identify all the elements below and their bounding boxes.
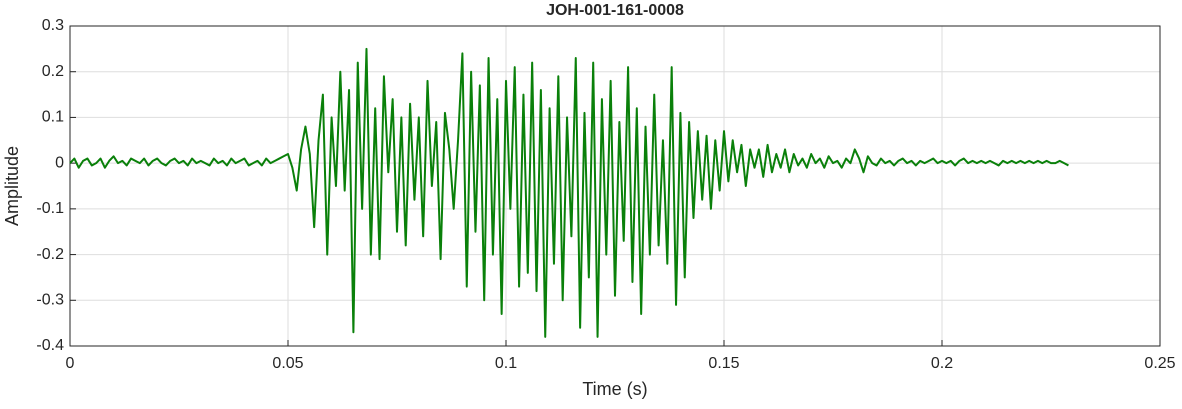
x-tick-label: 0.1 [495,355,517,372]
y-axis-label: Amplitude [2,146,22,226]
y-tick-label: 0.3 [42,17,64,34]
x-tick-label: 0.2 [931,355,953,372]
y-tick-label: -0.4 [36,337,64,354]
y-tick-label: -0.3 [36,292,64,309]
x-tick-label: 0.25 [1144,355,1175,372]
y-tick-label: -0.1 [36,200,64,217]
y-tick-label: 0 [55,154,64,171]
x-tick-label: 0 [66,355,75,372]
x-tick-label: 0.05 [272,355,303,372]
y-tick-label: 0.1 [42,109,64,126]
waveform-line [69,47,1069,338]
y-tick-label: -0.2 [36,246,64,263]
y-tick-label: 0.2 [42,63,64,80]
plot-frame [69,25,1161,347]
x-axis-label: Time (s) [582,379,647,399]
x-tick-label: 0.15 [708,355,739,372]
chart-title: JOH-001-161-0008 [546,2,684,19]
